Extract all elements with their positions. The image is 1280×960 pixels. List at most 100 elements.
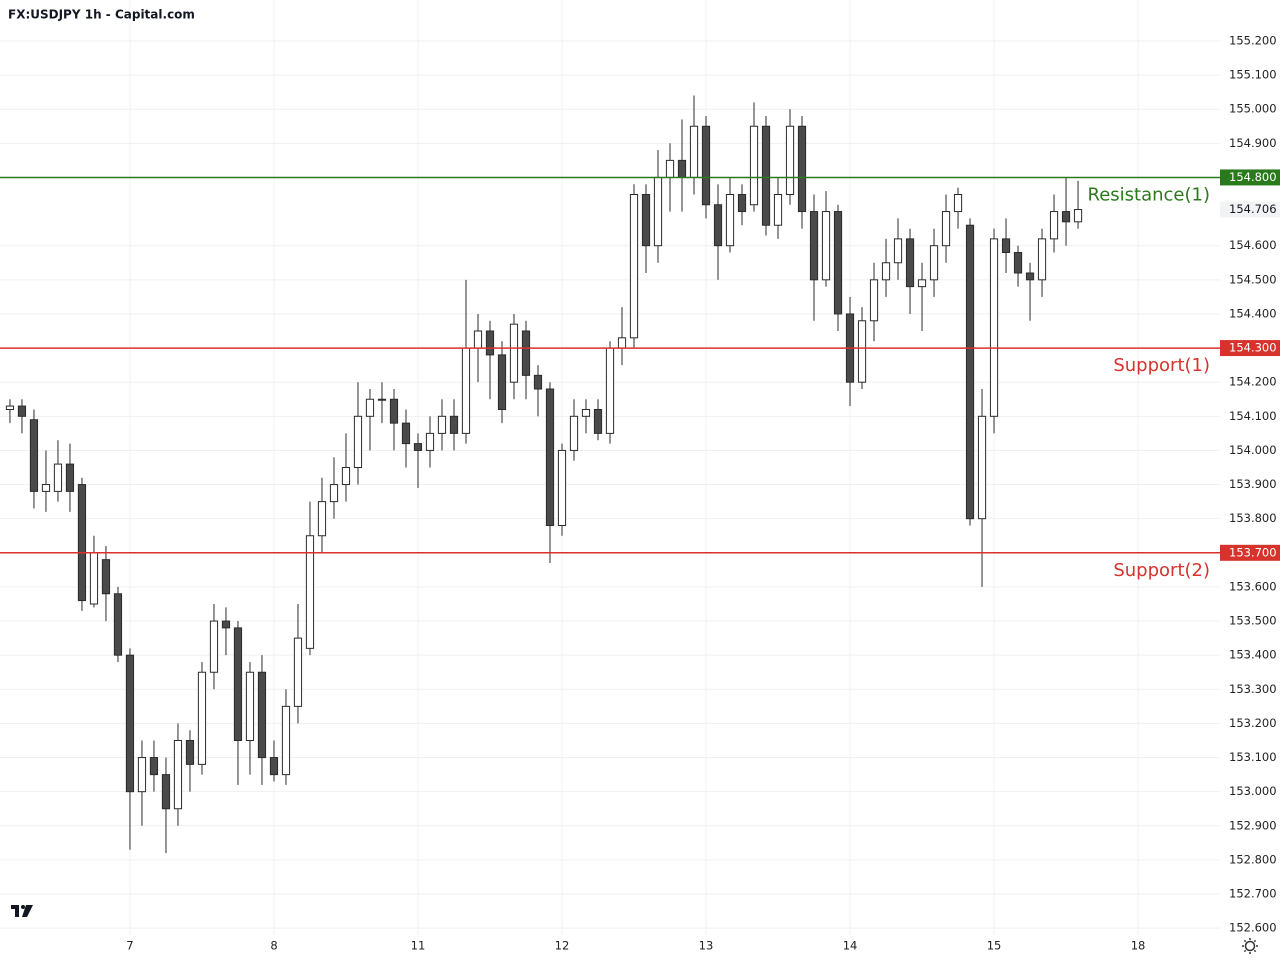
y-tick-label: 152.600 bbox=[1229, 921, 1277, 935]
plot bbox=[5, 95, 1083, 854]
y-tick-label: 153.100 bbox=[1229, 750, 1277, 764]
candle-body bbox=[785, 125, 795, 196]
y-tick-label: 154.500 bbox=[1229, 272, 1277, 286]
candle-body bbox=[713, 204, 723, 247]
candle-body bbox=[1073, 209, 1083, 223]
candle-body bbox=[581, 408, 591, 417]
candle-body bbox=[29, 419, 39, 492]
candle-body bbox=[437, 415, 447, 434]
candle-body bbox=[653, 176, 663, 247]
level-price-tag bbox=[1220, 340, 1280, 357]
level-price-tag bbox=[1220, 544, 1280, 561]
candle-body bbox=[977, 415, 987, 520]
level-name: Support(1) bbox=[1113, 355, 1210, 376]
level-price-tag bbox=[1220, 169, 1280, 186]
candle-body bbox=[701, 125, 711, 206]
candle-body bbox=[5, 405, 15, 410]
candle-body bbox=[893, 238, 903, 264]
candle-body bbox=[1049, 211, 1059, 240]
y-tick-label: 154.200 bbox=[1229, 375, 1277, 389]
candle-body bbox=[425, 432, 435, 451]
logo bbox=[11, 905, 33, 917]
candle-body bbox=[881, 262, 891, 281]
level-price-label: 154.800 bbox=[1229, 170, 1277, 184]
candle-body bbox=[665, 159, 675, 178]
candle-body bbox=[1013, 252, 1023, 274]
candle-body bbox=[89, 552, 99, 605]
y-tick-label: 155.000 bbox=[1229, 102, 1277, 116]
candle-body bbox=[965, 224, 975, 520]
candle-body bbox=[149, 757, 159, 776]
candle-body bbox=[389, 398, 399, 424]
candle-body bbox=[245, 671, 255, 741]
candle-body bbox=[485, 330, 495, 356]
y-tick-label: 153.000 bbox=[1229, 784, 1277, 798]
candle-body bbox=[1037, 238, 1047, 281]
settings-icon[interactable] bbox=[1242, 938, 1258, 954]
candle-body bbox=[761, 125, 771, 226]
level-name: Support(2) bbox=[1113, 560, 1210, 581]
x-tick-label: 18 bbox=[1131, 939, 1146, 953]
y-tick-label: 153.600 bbox=[1229, 579, 1277, 593]
candle-body bbox=[917, 279, 927, 288]
y-tick-label: 154.100 bbox=[1229, 409, 1277, 423]
candle-body bbox=[197, 671, 207, 765]
candle-body bbox=[905, 238, 915, 288]
candle-body bbox=[293, 637, 303, 707]
candle-body bbox=[401, 422, 411, 445]
x-tick-label: 13 bbox=[699, 939, 714, 953]
candle-body bbox=[173, 739, 183, 810]
candle-body bbox=[773, 194, 783, 226]
y-tick-label: 153.500 bbox=[1229, 614, 1277, 628]
candle-body bbox=[113, 593, 123, 656]
y-tick-label: 152.900 bbox=[1229, 818, 1277, 832]
candle-body bbox=[233, 627, 243, 741]
candle-body bbox=[65, 463, 75, 492]
candle-body bbox=[677, 159, 687, 178]
candle-body bbox=[629, 194, 639, 339]
candle-body bbox=[929, 245, 939, 281]
candle-body bbox=[797, 125, 807, 213]
candle-body bbox=[689, 125, 699, 178]
candle-body bbox=[209, 620, 219, 673]
level-price-label: 154.300 bbox=[1229, 341, 1277, 355]
candle-body bbox=[605, 347, 615, 434]
candle-body bbox=[833, 211, 843, 315]
candle-body bbox=[161, 774, 171, 810]
candle-body bbox=[281, 705, 291, 776]
candle-body bbox=[1001, 238, 1011, 254]
candle-body bbox=[521, 330, 531, 376]
candle-body bbox=[593, 408, 603, 434]
candle-body bbox=[1025, 272, 1035, 281]
candle-body bbox=[449, 415, 459, 434]
candle-body bbox=[365, 398, 375, 417]
candle-body bbox=[641, 194, 651, 247]
y-tick-label: 152.800 bbox=[1229, 852, 1277, 866]
y-tick-label: 154.600 bbox=[1229, 238, 1277, 252]
candle-body bbox=[221, 620, 231, 629]
y-tick-label: 153.400 bbox=[1229, 648, 1277, 662]
candle-body bbox=[737, 194, 747, 213]
candle-body bbox=[53, 463, 63, 492]
candle-body bbox=[353, 415, 363, 469]
last-price-label: 154.706 bbox=[1229, 202, 1277, 216]
grid bbox=[0, 0, 1220, 935]
candle-body bbox=[953, 194, 963, 213]
candle-body bbox=[341, 467, 351, 486]
candle-body bbox=[509, 323, 519, 383]
level-price-label: 153.700 bbox=[1229, 545, 1277, 559]
candle-body bbox=[557, 449, 567, 527]
y-tick-label: 152.700 bbox=[1229, 887, 1277, 901]
candle-body bbox=[941, 211, 951, 247]
candle-body bbox=[461, 347, 471, 434]
candle-body bbox=[569, 415, 579, 451]
candle-body bbox=[377, 398, 387, 401]
level-name: Resistance(1) bbox=[1088, 184, 1211, 205]
x-tick-label: 12 bbox=[555, 939, 570, 953]
candle-body bbox=[533, 374, 543, 390]
y-tick-label: 154.400 bbox=[1229, 306, 1277, 320]
candle-body bbox=[821, 211, 831, 281]
candle-body bbox=[857, 320, 867, 383]
candle-body bbox=[989, 238, 999, 417]
y-tick-label: 154.000 bbox=[1229, 443, 1277, 457]
